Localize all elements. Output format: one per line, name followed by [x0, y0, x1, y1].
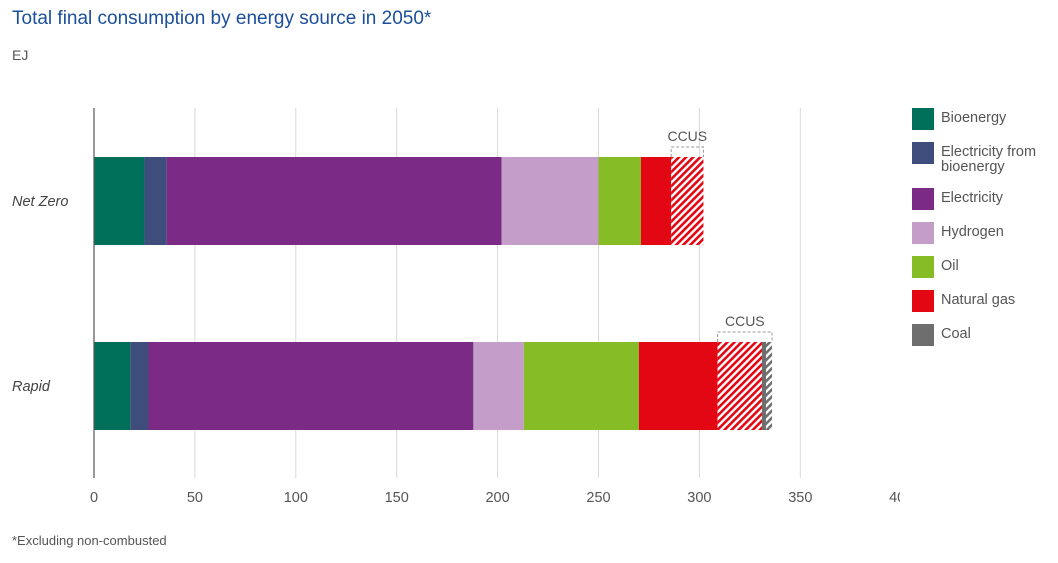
- legend-item-natural_gas: Natural gas: [912, 290, 1058, 312]
- legend-swatch: [912, 256, 934, 278]
- x-tick-label: 0: [90, 490, 98, 506]
- bar-segment-oil: [598, 157, 641, 245]
- legend-item-coal: Coal: [912, 324, 1058, 346]
- bar-segment-bioenergy: [94, 157, 145, 245]
- legend-item-oil: Oil: [912, 256, 1058, 278]
- axes: 0 50 100 150 200 250 300 350 400 Net Zero Rapid: [12, 108, 900, 506]
- bar-segment-electricity: [166, 157, 502, 245]
- legend-label: Bioenergy: [941, 110, 1007, 126]
- legend-item-hydrogen: Hydrogen: [912, 222, 1058, 244]
- bar-segment-coal-ccus: [765, 342, 773, 430]
- legend-label: Natural gas: [941, 292, 1016, 308]
- bar-segment-hydrogen: [473, 342, 524, 430]
- bar-segment-bioenergy: [94, 342, 131, 430]
- legend-label: Hydrogen: [941, 224, 1004, 240]
- x-tick-label: 300: [687, 490, 711, 506]
- bars: CCUS CCUS: [94, 128, 773, 430]
- legend-swatch: [912, 324, 934, 346]
- legend-swatch: [912, 222, 934, 244]
- unit-label: EJ: [12, 47, 29, 63]
- legend-label: Coal: [941, 326, 971, 342]
- bar-segment-natural_gas-ccus: [717, 342, 762, 430]
- legend-item-elec_bio: Electricity from bioenergy: [912, 142, 1058, 175]
- footnote: *Excluding non-combusted: [12, 533, 167, 548]
- legend-swatch: [912, 142, 934, 164]
- bar-segment-hydrogen: [501, 157, 599, 245]
- bar-segment-electricity: [148, 342, 474, 430]
- ccus-label: CCUS: [725, 313, 765, 329]
- bar-segment-elec_bio: [130, 342, 149, 430]
- ccus-label: CCUS: [667, 128, 707, 144]
- legend-swatch: [912, 108, 934, 130]
- x-tick-label: 350: [788, 490, 812, 506]
- bar-segment-natural_gas: [638, 342, 718, 430]
- legend-swatch: [912, 290, 934, 312]
- x-tick-label: 100: [284, 490, 308, 506]
- chart-title: Total final consumption by energy source…: [12, 8, 432, 29]
- legend-swatch: [912, 188, 934, 210]
- category-label: Rapid: [12, 379, 51, 395]
- bar-segment-elec_bio: [144, 157, 167, 245]
- bar-segment-oil: [523, 342, 639, 430]
- stacked-bar-chart: CCUS CCUS 0 50 100 150 200 250 300 350 400 Net Zer…: [12, 108, 900, 506]
- x-tick-label: 250: [586, 490, 610, 506]
- bar-segment-natural_gas: [640, 157, 672, 245]
- bar-segment-coal: [761, 342, 766, 430]
- legend-item-electricity: Electricity: [912, 188, 1058, 210]
- legend-label: Electricity from bioenergy: [941, 144, 1037, 175]
- x-tick-label: 200: [485, 490, 509, 506]
- x-tick-label: 150: [385, 490, 409, 506]
- bar-segment-natural_gas-ccus: [671, 157, 704, 245]
- legend-label: Oil: [941, 258, 959, 274]
- x-tick-label: 50: [187, 490, 203, 506]
- legend-item-bioenergy: Bioenergy: [912, 108, 1058, 130]
- x-tick-label: 400: [889, 490, 900, 506]
- category-label: Net Zero: [12, 194, 68, 210]
- ccus-bracket: [670, 146, 704, 157]
- legend-label: Electricity: [941, 190, 1004, 206]
- ccus-bracket: [717, 331, 773, 342]
